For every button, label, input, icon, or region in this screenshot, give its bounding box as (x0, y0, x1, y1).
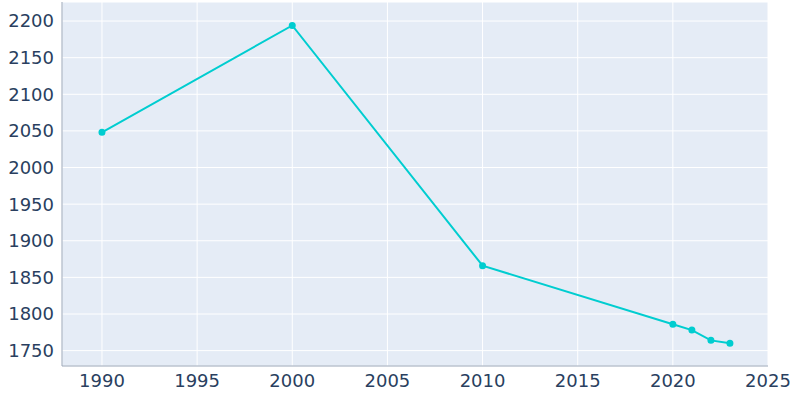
svg-text:2050: 2050 (8, 120, 54, 141)
svg-text:2005: 2005 (365, 370, 411, 391)
svg-text:2150: 2150 (8, 47, 54, 68)
svg-text:2100: 2100 (8, 84, 54, 105)
svg-text:2000: 2000 (8, 157, 54, 178)
svg-text:2015: 2015 (555, 370, 601, 391)
svg-text:1800: 1800 (8, 303, 54, 324)
svg-text:1995: 1995 (174, 370, 220, 391)
svg-text:1950: 1950 (8, 194, 54, 215)
svg-text:1990: 1990 (79, 370, 125, 391)
svg-text:1850: 1850 (8, 267, 54, 288)
svg-text:2020: 2020 (650, 370, 696, 391)
svg-text:2000: 2000 (269, 370, 315, 391)
svg-text:2200: 2200 (8, 10, 54, 31)
svg-text:1750: 1750 (8, 340, 54, 361)
svg-text:1900: 1900 (8, 230, 54, 251)
svg-text:2025: 2025 (745, 370, 791, 391)
svg-text:2010: 2010 (460, 370, 506, 391)
